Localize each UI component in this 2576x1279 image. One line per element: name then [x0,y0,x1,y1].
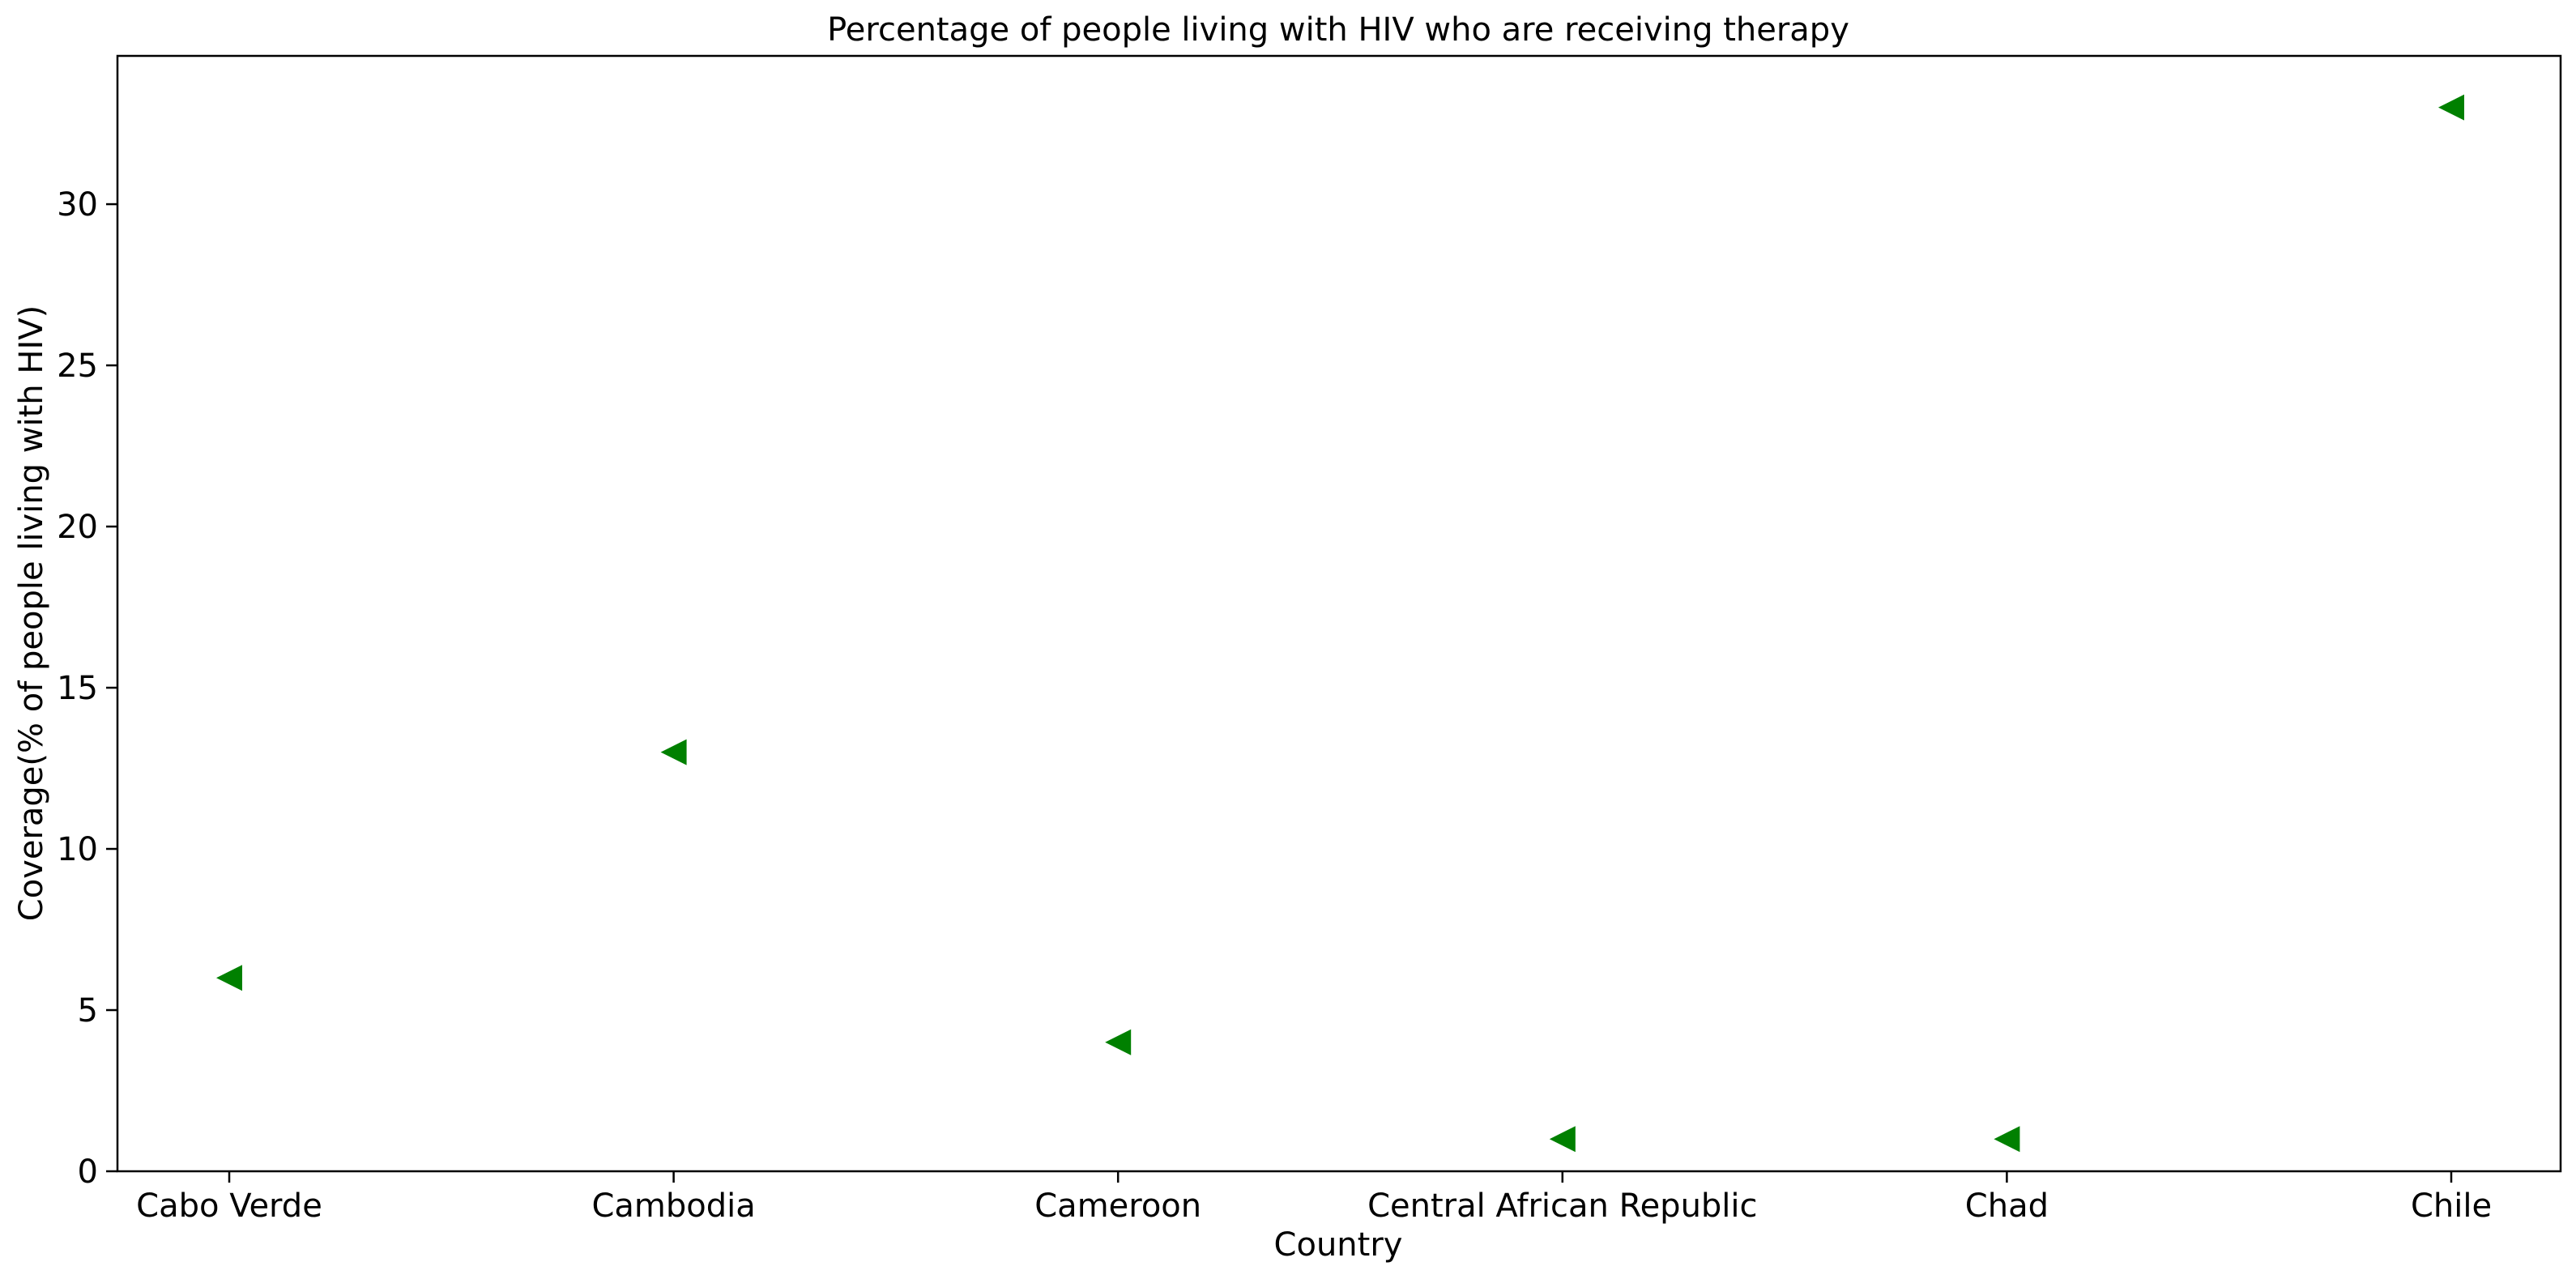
data-point [2438,94,2464,121]
x-tick-label: Cambodia [591,1187,755,1225]
x-tick-label: Chile [2411,1187,2492,1225]
y-tick-label: 0 [78,1153,98,1191]
y-tick-label: 5 [78,992,98,1030]
x-tick-label: Central African Republic [1367,1187,1757,1225]
x-tick-label: Chad [1965,1187,2049,1225]
y-axis-label: Coverage(% of people living with HIV) [13,305,50,921]
chart-title: Percentage of people living with HIV who… [827,11,1849,49]
x-tick-label: Cabo Verde [136,1187,322,1225]
data-point [660,739,687,765]
data-point [1549,1126,1576,1153]
y-tick-label: 20 [57,509,98,546]
y-axis: 0 5 10 15 20 25 30 [57,186,117,1191]
y-tick-label: 15 [57,670,98,707]
data-series [216,94,2464,1153]
data-point [1105,1029,1132,1055]
x-axis: Cabo Verde Cambodia Cameroon Central Africa… [136,1171,2492,1225]
x-axis-label: Country [1274,1226,1403,1264]
plot-area [116,54,2562,1173]
data-point [216,965,242,991]
y-tick-label: 30 [57,186,98,224]
y-tick-label: 10 [57,831,98,868]
y-tick-label: 25 [57,347,98,385]
x-tick-label: Cameroon [1034,1187,1201,1225]
data-point [1994,1126,2020,1153]
